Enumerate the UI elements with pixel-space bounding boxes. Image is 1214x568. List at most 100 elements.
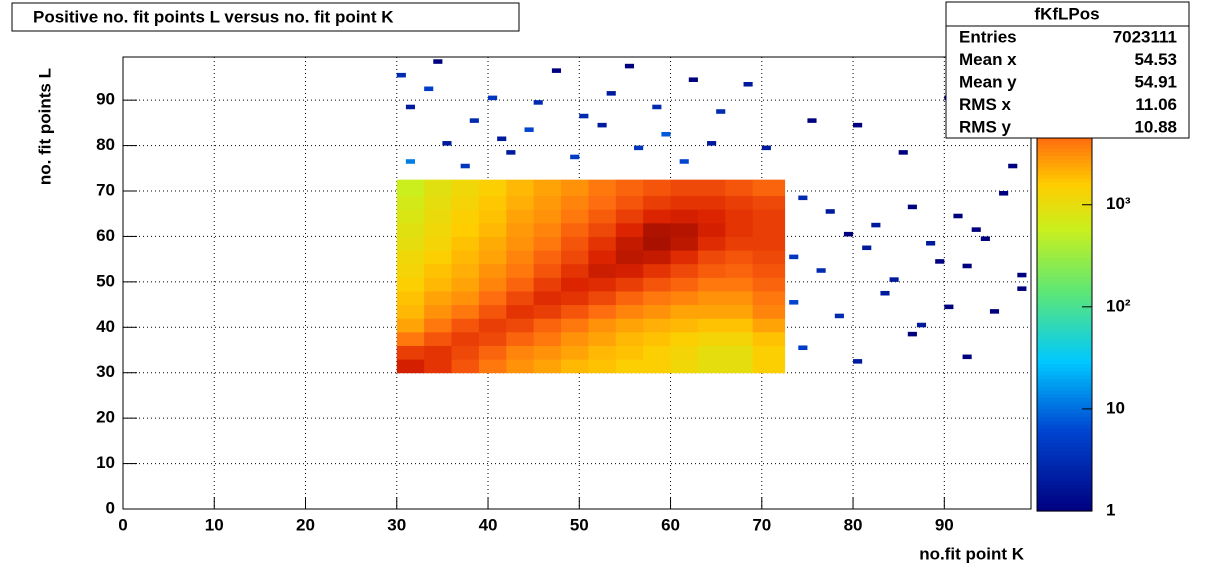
stats-value: 54.91 bbox=[1134, 72, 1177, 91]
heatmap-cell bbox=[697, 236, 726, 251]
colorbar-segment bbox=[1037, 507, 1092, 512]
heatmap-cell bbox=[962, 354, 972, 360]
heatmap-cell bbox=[834, 313, 844, 319]
heatmap-cell bbox=[798, 345, 808, 351]
stats-label: Mean x bbox=[959, 50, 1017, 69]
colorbar-segment bbox=[1037, 231, 1092, 236]
heatmap-cell bbox=[944, 304, 954, 310]
colorbar-segment bbox=[1037, 465, 1092, 470]
y-tick-label: 60 bbox=[96, 226, 115, 245]
colorbar-segment bbox=[1037, 249, 1092, 255]
colorbar-segment bbox=[1037, 147, 1092, 153]
heatmap-cell bbox=[652, 104, 662, 110]
heatmap-cell bbox=[478, 209, 507, 224]
heatmap-cell bbox=[880, 290, 890, 296]
colorbar-segment bbox=[1037, 469, 1092, 474]
heatmap-cell bbox=[561, 277, 589, 292]
colorbar-segment bbox=[1037, 355, 1092, 361]
heatmap-cell bbox=[752, 236, 786, 251]
heatmap-cell bbox=[478, 263, 507, 278]
heatmap-cell bbox=[451, 236, 480, 251]
heatmap-cell bbox=[424, 263, 453, 278]
heatmap-cell bbox=[670, 359, 699, 374]
x-tick-label: 20 bbox=[296, 515, 315, 534]
heatmap-cell bbox=[971, 227, 981, 232]
heatmap-cell bbox=[561, 304, 589, 319]
heatmap-cell bbox=[424, 222, 453, 237]
heatmap-cell bbox=[396, 195, 425, 210]
heatmap-cell bbox=[533, 250, 562, 265]
heatmap-cell bbox=[707, 141, 717, 146]
heatmap-cell bbox=[624, 63, 635, 69]
stats-value: 10.88 bbox=[1134, 117, 1177, 136]
heatmap-cell bbox=[670, 345, 699, 360]
colorbar-segment bbox=[1037, 484, 1092, 489]
colorbar-segment bbox=[1037, 420, 1092, 425]
stats-label: Mean y bbox=[959, 72, 1017, 91]
heatmap-cell bbox=[588, 345, 617, 360]
heatmap-cell bbox=[396, 250, 425, 265]
colorbar-segment bbox=[1037, 458, 1092, 463]
colorbar-segment bbox=[1037, 416, 1092, 421]
heatmap-cell bbox=[752, 222, 786, 237]
heatmap-cell bbox=[679, 159, 689, 164]
heatmap-cell bbox=[506, 236, 535, 251]
y-tick-label: 50 bbox=[96, 271, 115, 290]
heatmap-cell bbox=[451, 179, 480, 197]
colorbar-segment bbox=[1037, 412, 1092, 418]
heatmap-cell bbox=[953, 213, 963, 219]
heatmap-cell bbox=[643, 263, 672, 278]
heatmap-cell bbox=[451, 345, 480, 360]
heatmap-cell bbox=[561, 222, 589, 237]
colorbar-segment bbox=[1037, 378, 1092, 383]
heatmap-cell bbox=[506, 150, 516, 155]
heatmap-cell bbox=[798, 195, 808, 201]
colorbar-segment bbox=[1037, 363, 1092, 368]
heatmap-cell bbox=[1008, 163, 1018, 169]
colorbar-segment bbox=[1037, 234, 1092, 240]
title-box bbox=[11, 2, 520, 32]
heatmap-cell bbox=[588, 209, 617, 224]
heatmap-cell bbox=[478, 236, 507, 251]
heatmap-cell bbox=[579, 113, 589, 119]
heatmap-cell bbox=[478, 331, 507, 346]
colorbar-segment bbox=[1037, 314, 1092, 319]
heatmap-cell bbox=[688, 77, 698, 82]
heatmap-cell bbox=[451, 277, 480, 292]
stats-box bbox=[945, 1, 1190, 139]
heatmap-cell bbox=[752, 277, 786, 292]
heatmap-cell bbox=[533, 195, 562, 210]
heatmap-cell bbox=[761, 145, 771, 151]
heatmap-cell bbox=[478, 250, 507, 265]
heatmap-cell bbox=[752, 290, 786, 306]
heatmap-cell bbox=[396, 359, 425, 374]
y-axis-title: no. fit points L bbox=[35, 68, 54, 185]
colorbar-segment bbox=[1037, 215, 1092, 221]
heatmap-cell bbox=[643, 331, 672, 346]
heatmap-cell bbox=[451, 222, 480, 237]
colorbar-segment bbox=[1037, 159, 1092, 164]
colorbar-segment bbox=[1037, 423, 1092, 429]
heatmap-cell bbox=[643, 318, 672, 333]
heatmap-cell bbox=[725, 290, 754, 306]
colorbar-segment bbox=[1037, 480, 1092, 486]
heatmap-cell bbox=[561, 290, 589, 306]
heatmap-cell bbox=[433, 59, 443, 64]
heatmap-cell bbox=[533, 345, 562, 360]
heatmap-cell bbox=[1017, 286, 1027, 291]
heatmap-cell bbox=[561, 209, 589, 224]
colorbar-segment bbox=[1037, 325, 1092, 330]
heatmap-cell bbox=[561, 331, 589, 346]
heatmap-cell bbox=[561, 195, 589, 210]
heatmap-cell bbox=[643, 304, 672, 319]
x-tick-label: 30 bbox=[387, 515, 406, 534]
heatmap-cell bbox=[789, 300, 799, 305]
colorbar-segment bbox=[1037, 242, 1092, 247]
heatmap-cell bbox=[469, 118, 479, 123]
heatmap-cell bbox=[752, 331, 786, 346]
colorbar-segment bbox=[1037, 389, 1092, 395]
colorbar-segment bbox=[1037, 439, 1092, 444]
colorbar-segment bbox=[1037, 276, 1092, 281]
heatmap-cell bbox=[533, 179, 562, 197]
heatmap-cell bbox=[396, 236, 425, 251]
